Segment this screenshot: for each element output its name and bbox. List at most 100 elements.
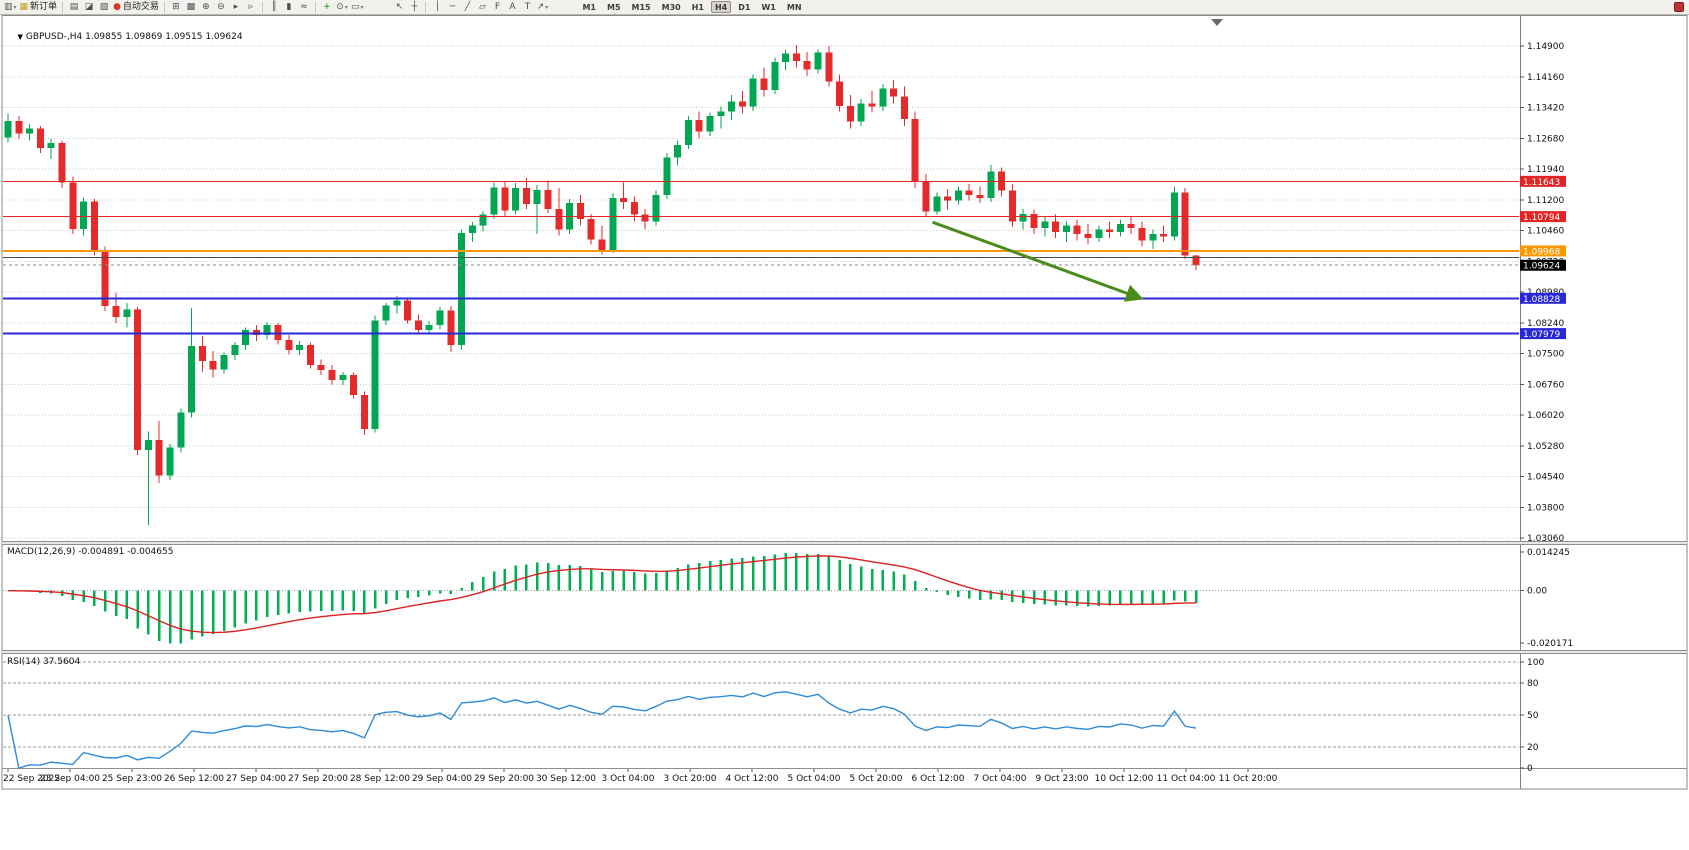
zoom-out-icon: ⊖ [217,1,225,12]
equidistant-channel-button[interactable]: ▱ [475,1,489,14]
cursor-button[interactable]: ↖ [392,1,406,14]
navigator-button[interactable]: ▧ [97,1,111,14]
text-icon: A [509,1,516,12]
timeframe-m15-button[interactable]: M15 [631,2,651,12]
svg-text:0: 0 [1527,764,1533,774]
macd-signal-line [7,555,1197,634]
svg-text:1.11200: 1.11200 [1527,196,1564,206]
timeframe-h4-button[interactable]: H4 [710,1,732,13]
autotrading-button[interactable]: ● 自动交易 [112,1,160,14]
macd-panel: 0.014245 0.00 -0.020171 [3,548,1573,649]
svg-text:28 Sep 12:00: 28 Sep 12:00 [350,774,410,784]
svg-text:1.03800: 1.03800 [1527,503,1564,513]
periods-button[interactable]: ⊙ ▾ [335,1,349,14]
fibonacci-icon: F [494,1,501,12]
periods-dropdown-icon[interactable]: ▾ [344,3,348,11]
chart-shift-icon: ▹ [248,1,254,12]
zoom-in-button[interactable]: ⊕ [199,1,213,14]
line-chart-button[interactable]: ≈ [297,1,311,14]
timeframe-h1-button[interactable]: H1 [691,2,704,12]
svg-text:1.04540: 1.04540 [1527,473,1564,483]
macd-panel-divider[interactable] [2,541,1687,545]
new-order-label: 新订单 [30,1,58,12]
text-button[interactable]: A [505,1,519,14]
svg-text:0.00: 0.00 [1527,587,1547,597]
chart-window-border [1,15,1688,790]
svg-text:100: 100 [1527,658,1544,668]
vertical-line-button[interactable]: │ [430,1,444,14]
svg-text:29 Sep 04:00: 29 Sep 04:00 [412,774,472,784]
svg-text:80: 80 [1527,679,1539,689]
svg-text:7 Oct 04:00: 7 Oct 04:00 [974,774,1027,784]
candlestick-chart-button[interactable]: ▮ [282,1,296,14]
tile-windows-button[interactable]: ⊞ [169,1,183,14]
chart-title-text: GBPUSD-,H4 1.09855 1.09869 1.09515 1.096… [25,32,243,42]
notification-badge[interactable] [1674,2,1684,12]
svg-text:1.08828: 1.08828 [1523,295,1560,305]
fibonacci-button[interactable]: F [490,1,504,14]
main-toolbar: ▥ ▾ ▦ 新订单 ▤ ◪ ▧ ● 自动交易 ⊞ ▩ ⊕ ⊖ ▸ ▹ ║ ▮ ≈ + ⊙ ▾ ▭ ▾ ↖ ┼ │ ─ ╱ ▱ F A T ↗ ▾ M… [0,0,1689,15]
chart-title: ▼ GBPUSD-,H4 1.09855 1.09869 1.09515 1.09… [6,22,243,52]
templates-button[interactable]: ▭ ▾ [350,1,365,14]
chart-shift-button[interactable]: ▹ [244,1,258,14]
timeframe-d1-button[interactable]: D1 [738,2,751,12]
trend-arrow-object[interactable] [931,220,1144,302]
periods-icon: ⊙ [336,1,344,12]
auto-scroll-button[interactable]: ▸ [229,1,243,14]
bar-chart-button[interactable]: ║ [267,1,281,14]
crosshair-button[interactable]: ┼ [407,1,421,14]
svg-text:29 Sep 20:00: 29 Sep 20:00 [474,774,534,784]
indicators-icon: + [323,1,331,12]
trendline-button[interactable]: ╱ [460,1,474,14]
new-chart-button[interactable]: ▥ ▾ [3,1,18,14]
timeframe-m1-button[interactable]: M1 [582,2,596,12]
svg-text:1.05280: 1.05280 [1527,442,1564,452]
chart-shift-marker[interactable] [1211,19,1223,26]
text-label-button[interactable]: T [520,1,534,14]
crosshair-icon: ┼ [411,1,418,12]
horizontal-line-objects[interactable]: 1.11643 1.10794 1.09968 1.08828 1.07979 [3,175,1566,340]
cascade-windows-icon: ▩ [186,1,196,12]
rsi-panel: 100 80 50 20 0 [3,658,1544,774]
new-order-button[interactable]: ▦ 新订单 [19,1,59,14]
line-chart-icon: ≈ [300,1,308,12]
horizontal-line-button[interactable]: ─ [445,1,459,14]
svg-text:0.014245: 0.014245 [1527,548,1570,558]
svg-text:25 Sep 23:00: 25 Sep 23:00 [102,774,162,784]
timeframe-mn-button[interactable]: MN [786,2,802,12]
svg-text:1.12680: 1.12680 [1527,134,1564,144]
candlestick-series [4,45,1200,526]
toolbar-separator [314,1,316,13]
svg-text:3 Oct 04:00: 3 Oct 04:00 [602,774,655,784]
svg-text:10 Oct 12:00: 10 Oct 12:00 [1095,774,1154,784]
data-window-button[interactable]: ◪ [82,1,96,14]
rsi-panel-divider[interactable] [2,650,1687,654]
zoom-out-button[interactable]: ⊖ [214,1,228,14]
cascade-windows-button[interactable]: ▩ [184,1,198,14]
new-chart-dropdown-icon[interactable]: ▾ [13,3,17,11]
svg-text:1.07979: 1.07979 [1523,330,1560,340]
svg-text:27 Sep 04:00: 27 Sep 04:00 [226,774,286,784]
timeframe-w1-button[interactable]: W1 [761,2,776,12]
new-chart-icon: ▥ [4,1,13,12]
arrows-button[interactable]: ↗ ▾ [535,1,549,14]
tile-windows-icon: ⊞ [172,1,180,12]
market-watch-button[interactable]: ▤ [67,1,81,14]
timeframe-m5-button[interactable]: M5 [607,2,621,12]
bar-chart-icon: ║ [271,1,277,12]
timeframe-m30-button[interactable]: M30 [661,2,681,12]
svg-text:1.06020: 1.06020 [1527,411,1564,421]
indicators-button[interactable]: + [320,1,334,14]
svg-text:6 Oct 12:00: 6 Oct 12:00 [912,774,965,784]
templates-dropdown-icon[interactable]: ▾ [360,3,364,11]
svg-text:22 Sep 2022: 22 Sep 2022 [3,774,60,784]
arrows-dropdown-icon[interactable]: ▾ [545,3,549,11]
rsi-line [7,691,1197,769]
cursor-icon: ↖ [395,1,404,12]
one-click-trading-toggle[interactable]: ▼ [17,33,23,41]
toolbar-separator [425,1,427,13]
navigator-icon: ▧ [99,1,109,12]
svg-text:1.11643: 1.11643 [1523,178,1560,188]
